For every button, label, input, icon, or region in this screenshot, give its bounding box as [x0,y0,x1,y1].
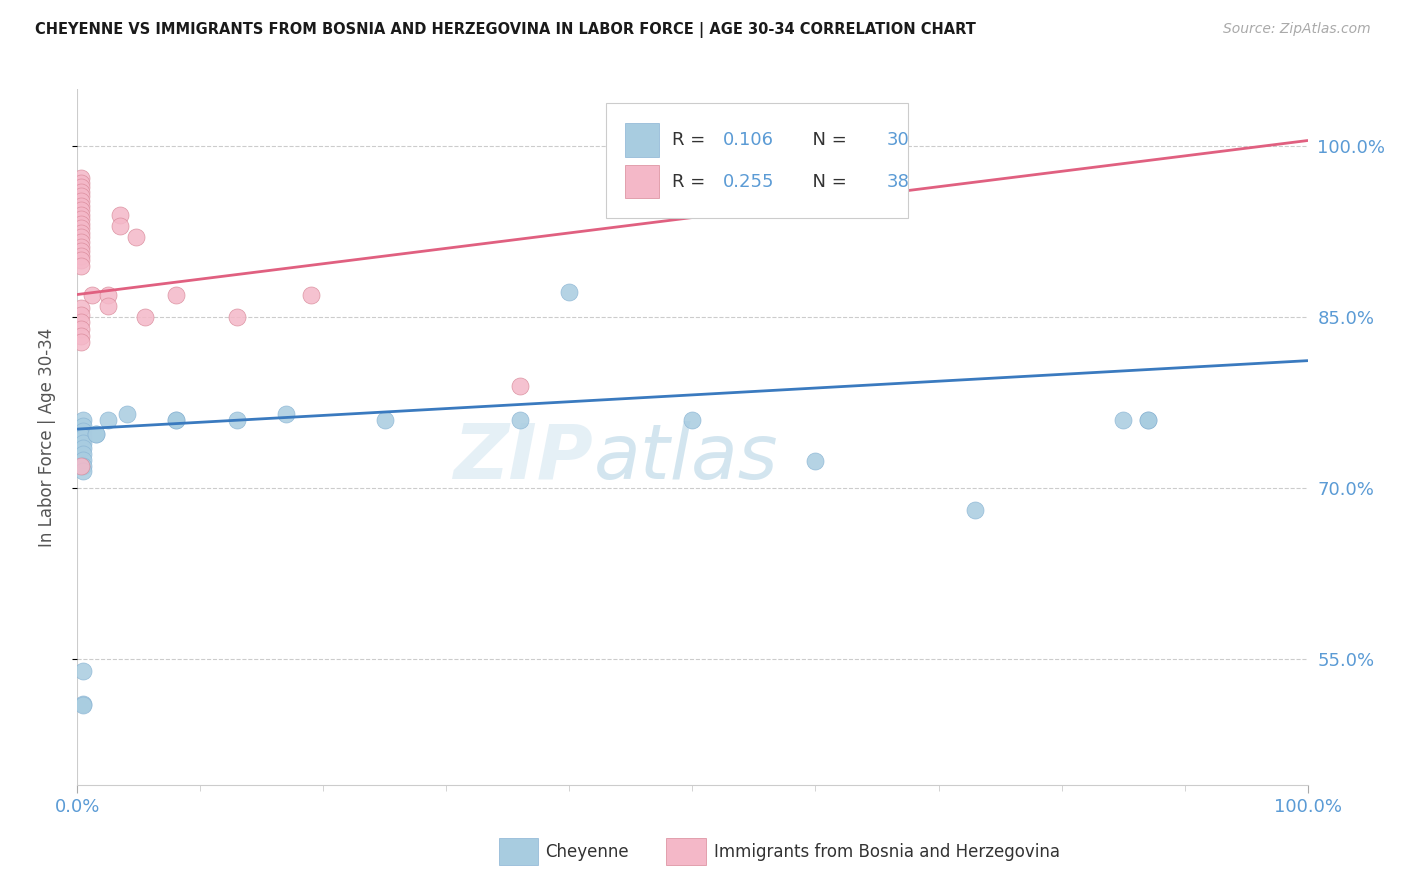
Point [97,299,120,313]
Point [70,253,93,268]
Point [682,413,704,427]
Y-axis label: In Labor Force | Age 30-34: In Labor Force | Age 30-34 [38,327,56,547]
Text: R =: R = [672,131,710,149]
Point [70,458,93,473]
Text: Cheyenne: Cheyenne [546,843,628,861]
Point [509,413,531,427]
Bar [624,123,659,157]
Point [70,328,93,343]
Point [70,203,93,218]
Text: N =: N = [801,173,852,191]
Point [276,407,298,421]
Point [509,378,531,392]
Point [804,454,827,468]
Point [72,664,94,678]
Point [70,308,93,322]
Text: 0.106: 0.106 [723,131,775,149]
Point [165,413,187,427]
Point [1112,413,1135,427]
Point [1136,413,1159,427]
Point [70,226,93,240]
Text: atlas: atlas [595,421,779,495]
Point [1136,413,1159,427]
Point [70,301,93,316]
Text: 0.255: 0.255 [723,173,775,191]
Point [226,310,249,325]
Point [70,180,93,194]
Point [72,464,94,478]
Point [84,426,107,441]
Point [72,453,94,467]
Text: N =: N = [801,131,852,149]
Point [70,235,93,249]
Point [72,430,94,444]
Point [165,287,187,301]
FancyBboxPatch shape [606,103,908,218]
Point [70,198,93,212]
Point [70,249,93,263]
Point [299,287,322,301]
Bar [624,165,659,198]
Text: ZIP: ZIP [454,421,595,495]
Point [70,315,93,329]
Point [70,244,93,259]
Point [70,171,93,186]
Point [115,407,138,421]
Text: CHEYENNE VS IMMIGRANTS FROM BOSNIA AND HERZEGOVINA IN LABOR FORCE | AGE 30-34 CO: CHEYENNE VS IMMIGRANTS FROM BOSNIA AND H… [35,22,976,38]
Point [165,413,187,427]
Point [70,208,93,222]
Point [374,413,396,427]
Point [558,285,581,300]
Point [125,230,148,244]
Point [72,418,94,433]
Point [110,208,132,222]
Text: R =: R = [672,173,710,191]
Point [134,310,156,325]
Point [72,447,94,461]
Point [72,425,94,439]
Point [110,219,132,233]
Point [72,698,94,712]
Point [70,212,93,227]
Point [72,458,94,473]
Point [70,176,93,190]
Point [72,442,94,456]
Text: 38: 38 [887,173,910,191]
Point [70,194,93,208]
Point [72,435,94,450]
Point [97,413,120,427]
Text: Source: ZipAtlas.com: Source: ZipAtlas.com [1223,22,1371,37]
Point [70,230,93,244]
Text: Immigrants from Bosnia and Herzegovina: Immigrants from Bosnia and Herzegovina [714,843,1060,861]
Point [84,426,107,441]
Text: 30: 30 [887,131,910,149]
Point [97,287,120,301]
Point [226,413,249,427]
Point [70,217,93,231]
Point [70,335,93,350]
Point [72,697,94,711]
Point [965,503,987,517]
Point [70,185,93,199]
Point [82,287,104,301]
Point [70,259,93,273]
Point [70,221,93,235]
Point [70,189,93,203]
Point [70,239,93,253]
Point [70,322,93,336]
Point [72,413,94,427]
